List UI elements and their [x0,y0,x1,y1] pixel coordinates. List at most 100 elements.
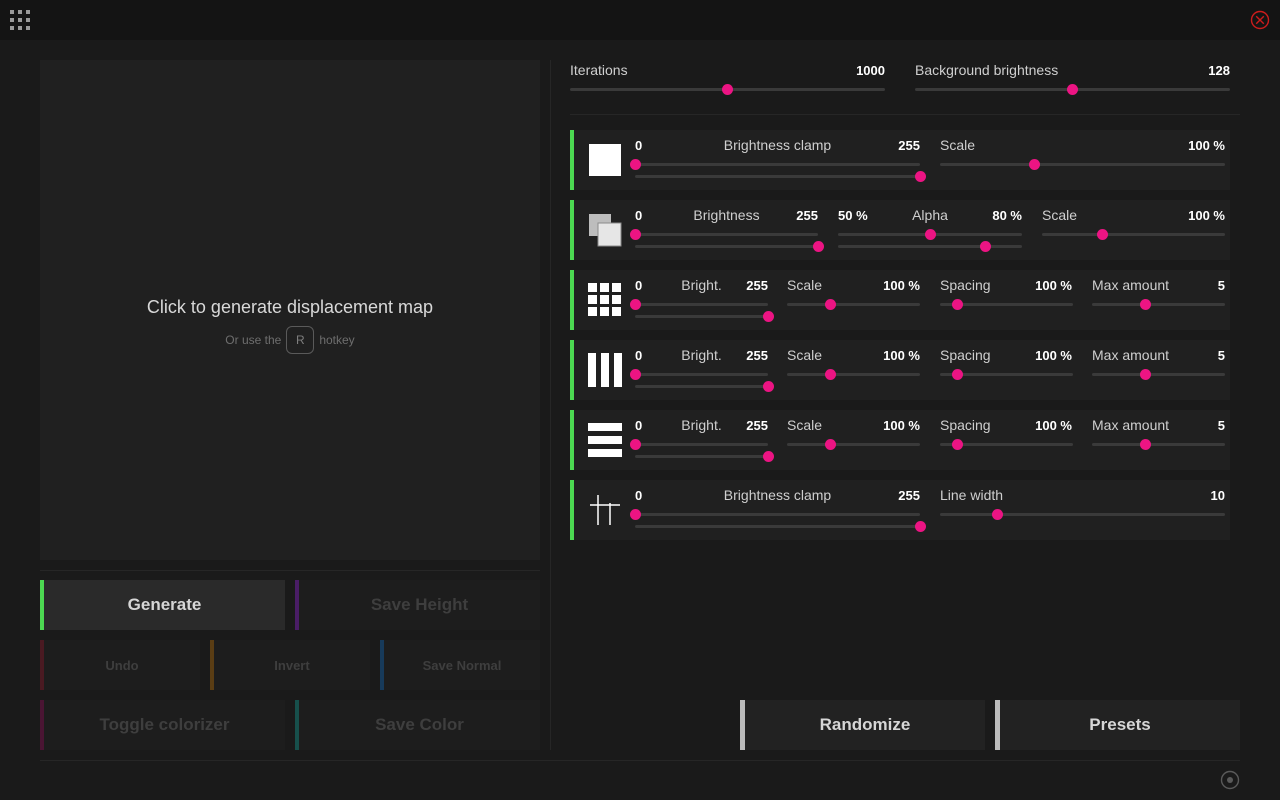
brightness-low-knob[interactable] [629,229,641,240]
max-amount-value: 5 [1217,278,1225,293]
max-amount-track[interactable] [1092,443,1225,446]
preview-title: Click to generate displacement map [146,297,434,317]
brightness-clamp-high-knob[interactable] [914,171,926,182]
max-amount-track[interactable] [1092,303,1225,306]
horizontal-bars-icon [588,423,622,457]
settings-icon[interactable] [1220,770,1240,790]
generate-button[interactable]: Generate [40,580,285,630]
brightness-track[interactable] [635,315,768,318]
spacing-track[interactable] [940,373,1073,376]
square-icon [589,144,621,176]
layer-row-vertical-bars: 0 Bright. 255 Scale 100 % Spacing 100 % … [570,340,1230,400]
brightness-clamp-label: Brightness clamp [723,487,832,503]
background-brightness-slider-knob[interactable] [1067,84,1078,95]
scale-track[interactable] [940,163,1225,166]
invert-button[interactable]: Invert [210,640,370,690]
spacing-label: Spacing [940,347,991,363]
divider [550,60,551,750]
scale-value: 100 % [1188,208,1225,223]
brightness-track[interactable] [635,245,818,248]
brightness-low-knob[interactable] [629,299,641,310]
brightness-clamp-high-knob[interactable] [914,521,926,532]
row-accent [570,130,574,190]
max-amount-knob[interactable] [1139,369,1151,380]
brightness-high-knob[interactable] [762,381,774,392]
save-normal-button[interactable]: Save Normal [380,640,540,690]
max-amount-track[interactable] [1092,373,1225,376]
layer-row-lines: 0 Brightness clamp 255 Line width 10 [570,480,1230,540]
scale-knob[interactable] [825,439,837,450]
max-amount-knob[interactable] [1139,439,1151,450]
scale-track[interactable] [787,443,920,446]
save-height-button[interactable]: Save Height [295,580,540,630]
undo-button[interactable]: Undo [40,640,200,690]
brightness-clamp-label: Brightness clamp [723,137,832,153]
brightness-high-knob[interactable] [812,241,824,252]
brightness-track[interactable] [635,443,768,446]
brightness-track[interactable] [635,303,768,306]
scale-track[interactable] [1042,233,1225,236]
brightness-label: Bright. [681,277,722,293]
save-color-button[interactable]: Save Color [295,700,540,750]
scale-track[interactable] [787,373,920,376]
grid-menu-icon[interactable] [10,10,31,31]
alpha-high-knob[interactable] [979,241,991,252]
displacement-map-preview[interactable]: Click to generate displacement map Or us… [40,60,540,560]
line-width-knob[interactable] [991,509,1003,520]
brightness-clamp-min: 0 [635,488,643,503]
scale-knob[interactable] [825,369,837,380]
close-icon[interactable] [1250,10,1270,30]
brightness-clamp-min: 0 [635,138,643,153]
brightness-max: 255 [746,278,768,293]
scale-value: 100 % [883,348,920,363]
max-amount-label: Max amount [1092,417,1170,433]
scale-track[interactable] [787,303,920,306]
brightness-clamp-track[interactable] [635,175,920,178]
spacing-knob[interactable] [951,369,963,380]
brightness-low-knob[interactable] [629,439,641,450]
brightness-label: Bright. [681,417,722,433]
row-accent [570,340,574,400]
spacing-value: 100 % [1035,418,1072,433]
layer-row-squares: 0 Brightness clamp 255 Scale 100 % [570,130,1230,190]
iterations-slider-knob[interactable] [722,84,733,95]
spacing-knob[interactable] [951,439,963,450]
scale-label: Scale [787,277,823,293]
alpha-track[interactable] [838,245,1022,248]
presets-button[interactable]: Presets [995,700,1240,750]
brightness-high-knob[interactable] [762,451,774,462]
spacing-value: 100 % [1035,348,1072,363]
layer-row-horizontal-bars: 0 Bright. 255 Scale 100 % Spacing 100 % … [570,410,1230,470]
divider [570,114,1240,115]
scale-label: Scale [787,417,823,433]
spacing-track[interactable] [940,303,1073,306]
brightness-min: 0 [635,348,643,363]
brightness-clamp-track[interactable] [635,163,920,166]
brightness-clamp-track[interactable] [635,513,920,516]
max-amount-knob[interactable] [1139,299,1151,310]
brightness-clamp-track[interactable] [635,525,920,528]
spacing-track[interactable] [940,443,1073,446]
row-accent [570,410,574,470]
brightness-low-knob[interactable] [629,369,641,380]
scale-value: 100 % [883,278,920,293]
brightness-min: 0 [635,208,643,223]
randomize-button[interactable]: Randomize [740,700,985,750]
alpha-low-knob[interactable] [924,229,936,240]
scale-knob[interactable] [1028,159,1040,170]
brightness-clamp-low-knob[interactable] [629,509,641,520]
brightness-clamp-low-knob[interactable] [629,159,641,170]
brightness-track[interactable] [635,385,768,388]
lines-icon [590,495,620,525]
scale-knob[interactable] [825,299,837,310]
toggle-colorizer-button[interactable]: Toggle colorizer [40,700,285,750]
brightness-clamp-max: 255 [898,488,920,503]
scale-knob[interactable] [1096,229,1108,240]
brightness-track[interactable] [635,455,768,458]
brightness-track[interactable] [635,233,818,236]
brightness-high-knob[interactable] [762,311,774,322]
spacing-knob[interactable] [951,299,963,310]
brightness-track[interactable] [635,373,768,376]
alpha-min: 50 % [838,208,868,223]
line-width-track[interactable] [940,513,1225,516]
